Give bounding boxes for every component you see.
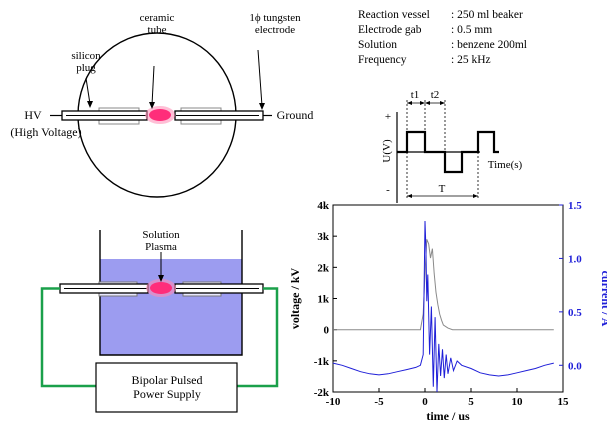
waveform-t1: t1 <box>410 89 420 101</box>
waveform-t2: t2 <box>430 89 440 101</box>
spec-name-2: Solution <box>358 39 397 51</box>
y-left-tick-label: 3k <box>317 231 330 243</box>
spec-name-0: Reaction vessel <box>358 9 430 21</box>
waveform-plus: + <box>384 111 392 123</box>
wire-right <box>237 287 279 388</box>
y-left-axis-label: voltage / kV <box>288 268 302 330</box>
supply-label-line1: Bipolar Pulsed <box>131 373 203 387</box>
silicon-label-line2: plug <box>76 62 96 74</box>
y-left-tick-label: -2k <box>314 387 330 399</box>
waveform-minus: - <box>386 184 390 196</box>
y-right-tick-label: 1.0 <box>568 253 582 265</box>
x-tick-label: 15 <box>558 396 570 408</box>
series-line-right <box>332 220 554 393</box>
power-supply-box <box>95 362 238 413</box>
top-plasma <box>149 109 171 121</box>
plasma-label-line1: Solution <box>142 229 180 241</box>
spec-name-3: Frequency <box>358 54 407 66</box>
y-left-tick-label: 1k <box>317 294 330 306</box>
ceramic-label-line2: tube <box>147 24 167 36</box>
ceramic-label-line1: ceramic <box>139 12 175 24</box>
bottom-plasma <box>150 282 172 294</box>
y-left-tick-label: 4k <box>317 200 330 212</box>
waveform-period: T <box>438 183 446 195</box>
waveform-ylabel: U(V) <box>381 139 393 163</box>
bipolar-waveform <box>396 100 499 203</box>
supply-label-line2: Power Supply <box>133 387 201 401</box>
ground-label: Ground <box>276 108 314 122</box>
series-line-left <box>333 239 554 331</box>
hv-label: HV <box>24 108 42 122</box>
y-left-tick-label: 0 <box>324 325 330 337</box>
wire-left <box>40 287 96 388</box>
x-tick-label: 0 <box>422 396 428 408</box>
spec-name-1: Electrode gab <box>358 24 422 36</box>
tungsten-label-line2: electrode <box>254 24 296 36</box>
hv-full-label: (High Voltage) <box>10 125 82 139</box>
y-right-tick-label: 0.0 <box>568 360 582 372</box>
y-right-tick-label: 0.5 <box>568 307 582 319</box>
solution-liquid <box>100 259 242 355</box>
x-tick-label: -5 <box>374 396 384 408</box>
plot-frame <box>332 204 564 393</box>
x-tick-label: -10 <box>326 396 341 408</box>
tungsten-label-line1: 1ϕ tungsten <box>249 12 301 24</box>
waveform-xlabel: Time(s) <box>487 159 523 171</box>
y-right-tick-label: 1.5 <box>568 200 582 212</box>
voltage-current-chart: -10 -5 0 5 10 15 -2k -1k 0 1k 2k 3k 4k 0.0 0.5 1.0 1.5 ti… <box>288 200 607 423</box>
spec-value-3: : 25 kHz <box>451 54 491 66</box>
spec-value-1: : 0.5 mm <box>451 24 493 36</box>
plasma-label-line2: Plasma <box>145 241 177 253</box>
y-left-tick-label: -1k <box>314 356 330 368</box>
spec-value-2: : benzene 200ml <box>451 39 528 51</box>
x-tick-label: 5 <box>468 396 474 408</box>
spec-value-0: : 250 ml beaker <box>451 9 523 21</box>
silicon-label-line1: silicon <box>71 50 101 62</box>
y-left-tick-label: 2k <box>317 262 330 274</box>
x-axis-label: time / us <box>426 409 470 423</box>
x-tick-label: 10 <box>512 396 524 408</box>
y-right-axis-label: current / A <box>599 271 607 327</box>
